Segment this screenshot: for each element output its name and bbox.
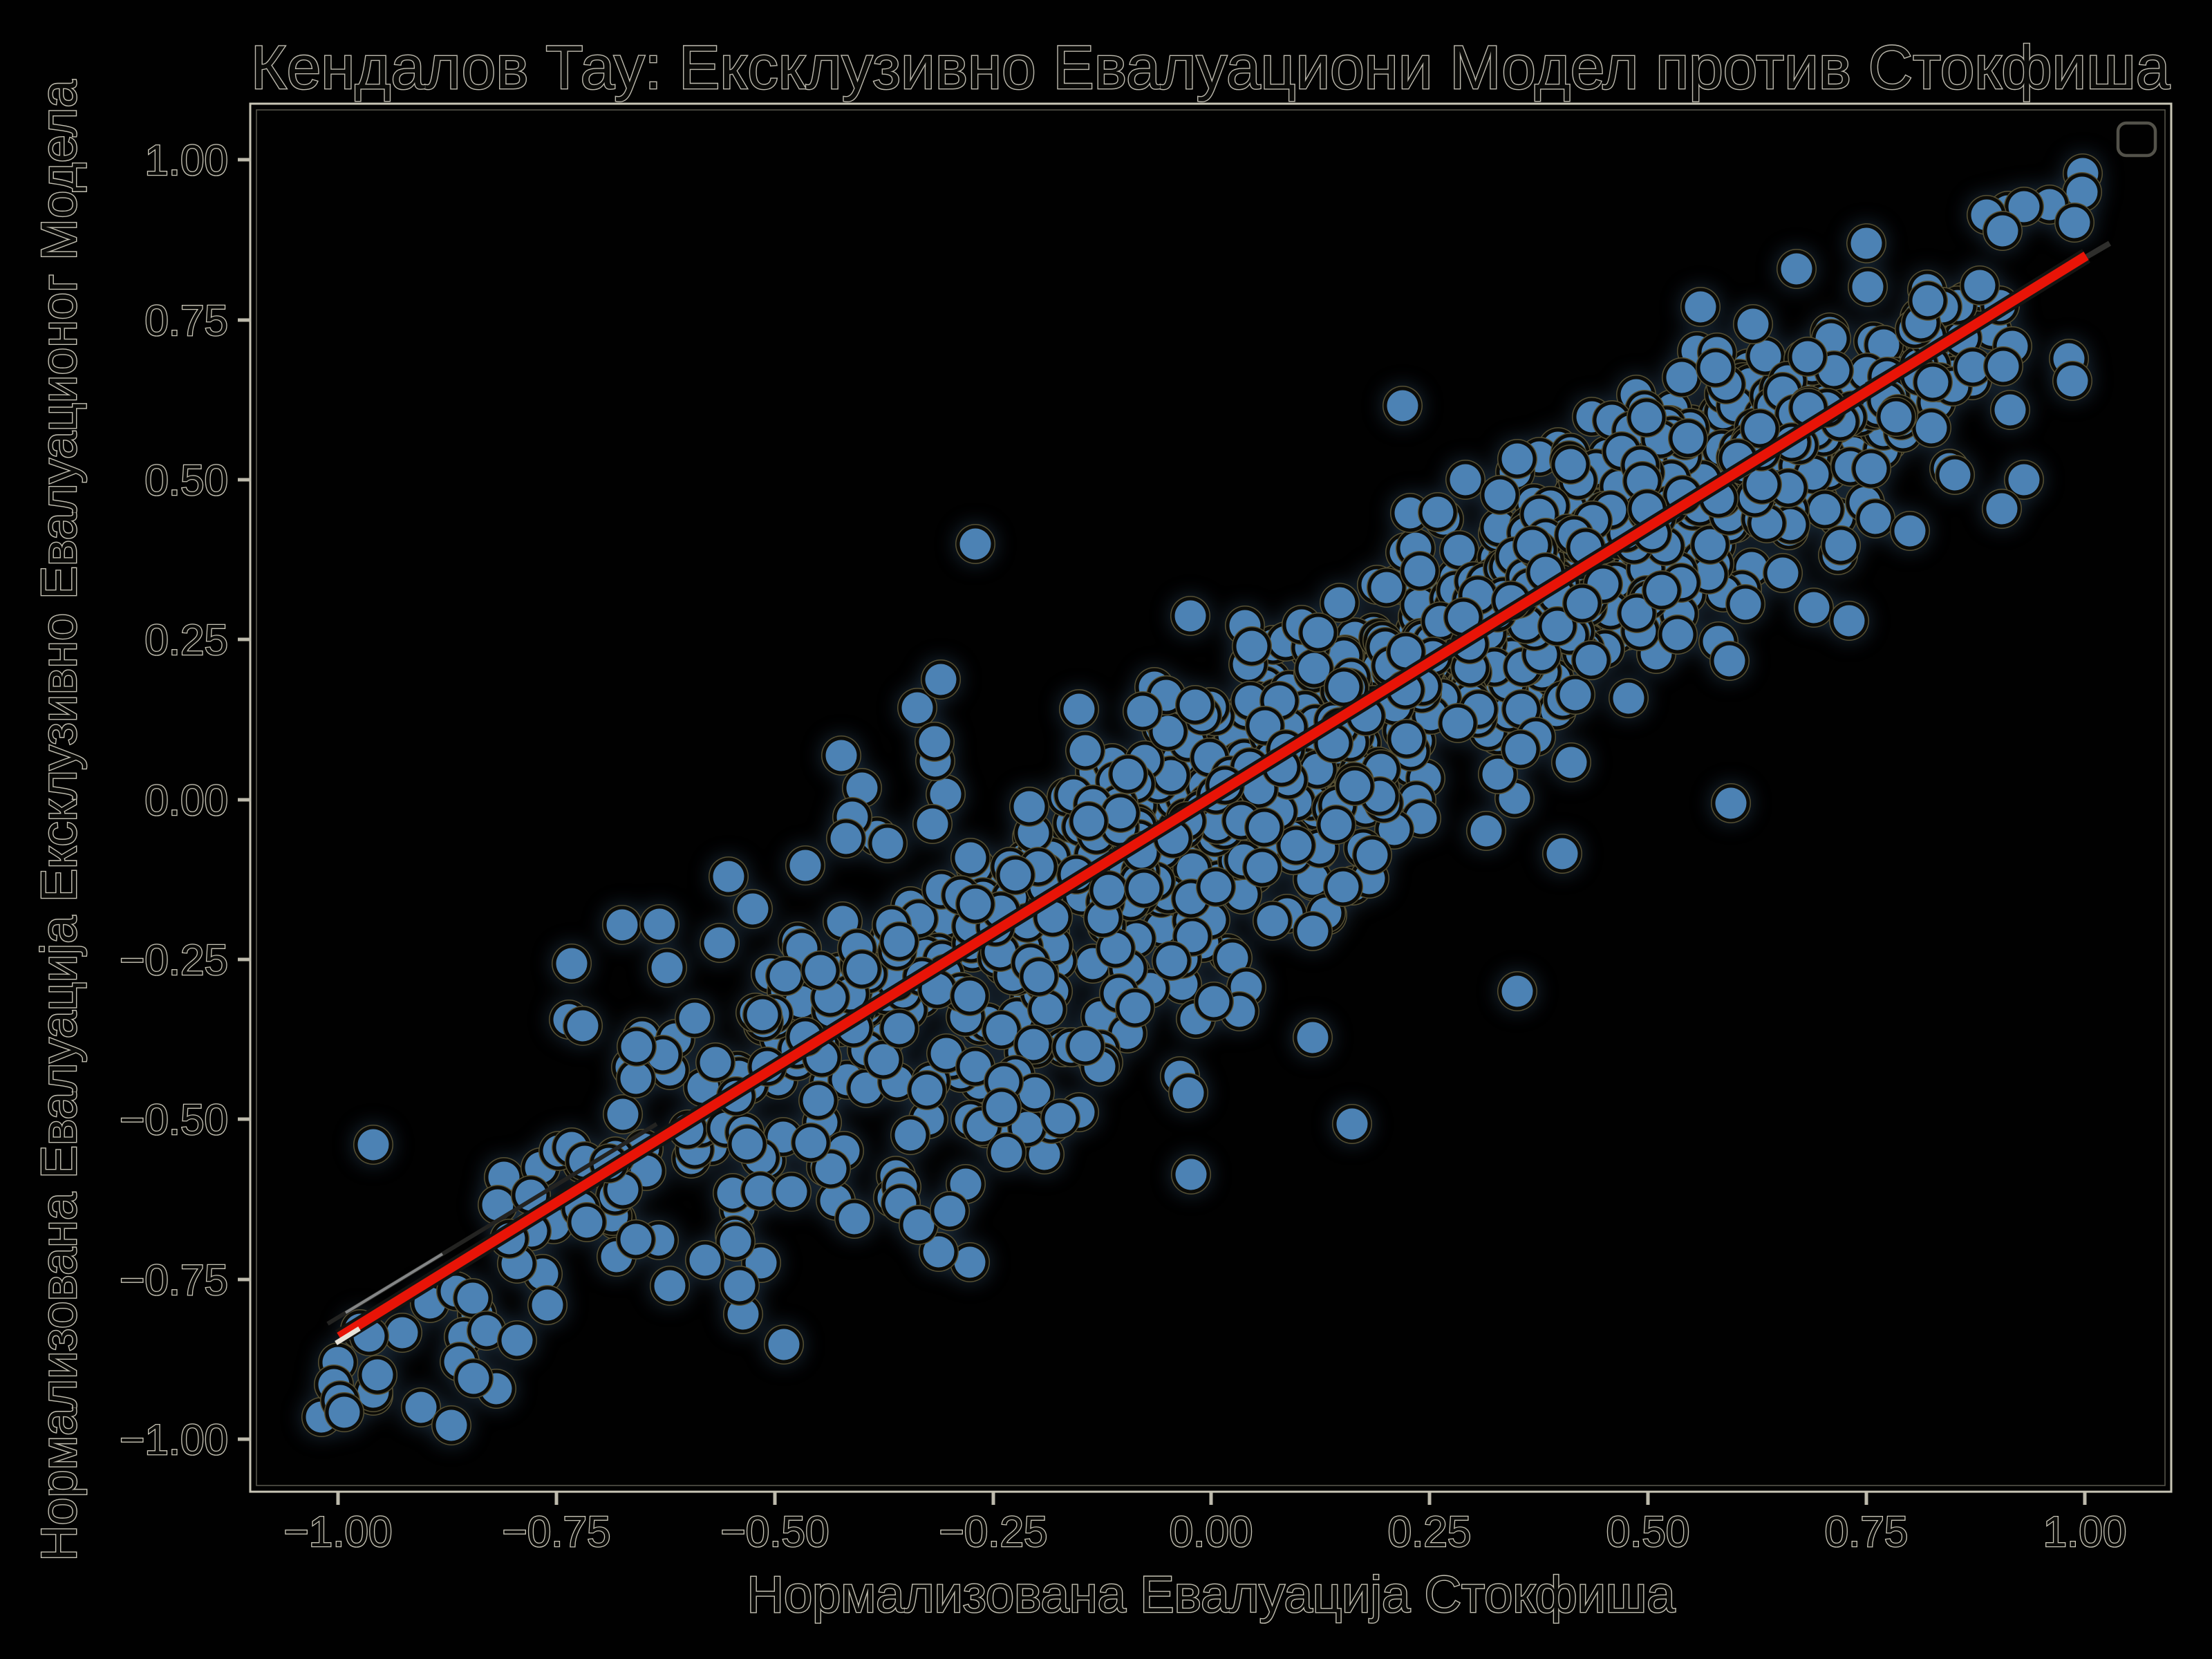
svg-text:0.25: 0.25 xyxy=(1388,1508,1472,1556)
svg-text:Нормализована Евалуација Стокф: Нормализована Евалуација Стокфиша xyxy=(747,1566,1676,1623)
svg-text:Нормализована Евалуација Екскл: Нормализована Евалуација Ексклузивно Ева… xyxy=(32,79,87,1562)
svg-text:0.25: 0.25 xyxy=(144,617,228,664)
svg-text:0.75: 0.75 xyxy=(1825,1508,1909,1556)
svg-text:0.00: 0.00 xyxy=(144,777,228,825)
svg-text:Кендалов Тау: Ексклузивно Евал: Кендалов Тау: Ексклузивно Евалуациони Мо… xyxy=(251,32,2171,102)
svg-text:0.50: 0.50 xyxy=(144,457,228,505)
svg-text:−0.75: −0.75 xyxy=(503,1508,611,1556)
svg-text:0.75: 0.75 xyxy=(144,297,228,345)
svg-text:−1.00: −1.00 xyxy=(120,1416,228,1464)
svg-text:0.50: 0.50 xyxy=(1606,1508,1690,1556)
svg-text:−0.50: −0.50 xyxy=(721,1508,830,1556)
svg-text:−0.25: −0.25 xyxy=(939,1508,1048,1556)
svg-text:1.00: 1.00 xyxy=(144,137,228,185)
svg-text:−0.25: −0.25 xyxy=(120,937,228,984)
svg-text:0.00: 0.00 xyxy=(1170,1508,1253,1556)
svg-text:−1.00: −1.00 xyxy=(284,1508,393,1556)
svg-text:−0.50: −0.50 xyxy=(120,1096,228,1144)
svg-text:1.00: 1.00 xyxy=(2043,1508,2127,1556)
svg-text:−0.75: −0.75 xyxy=(120,1257,228,1304)
